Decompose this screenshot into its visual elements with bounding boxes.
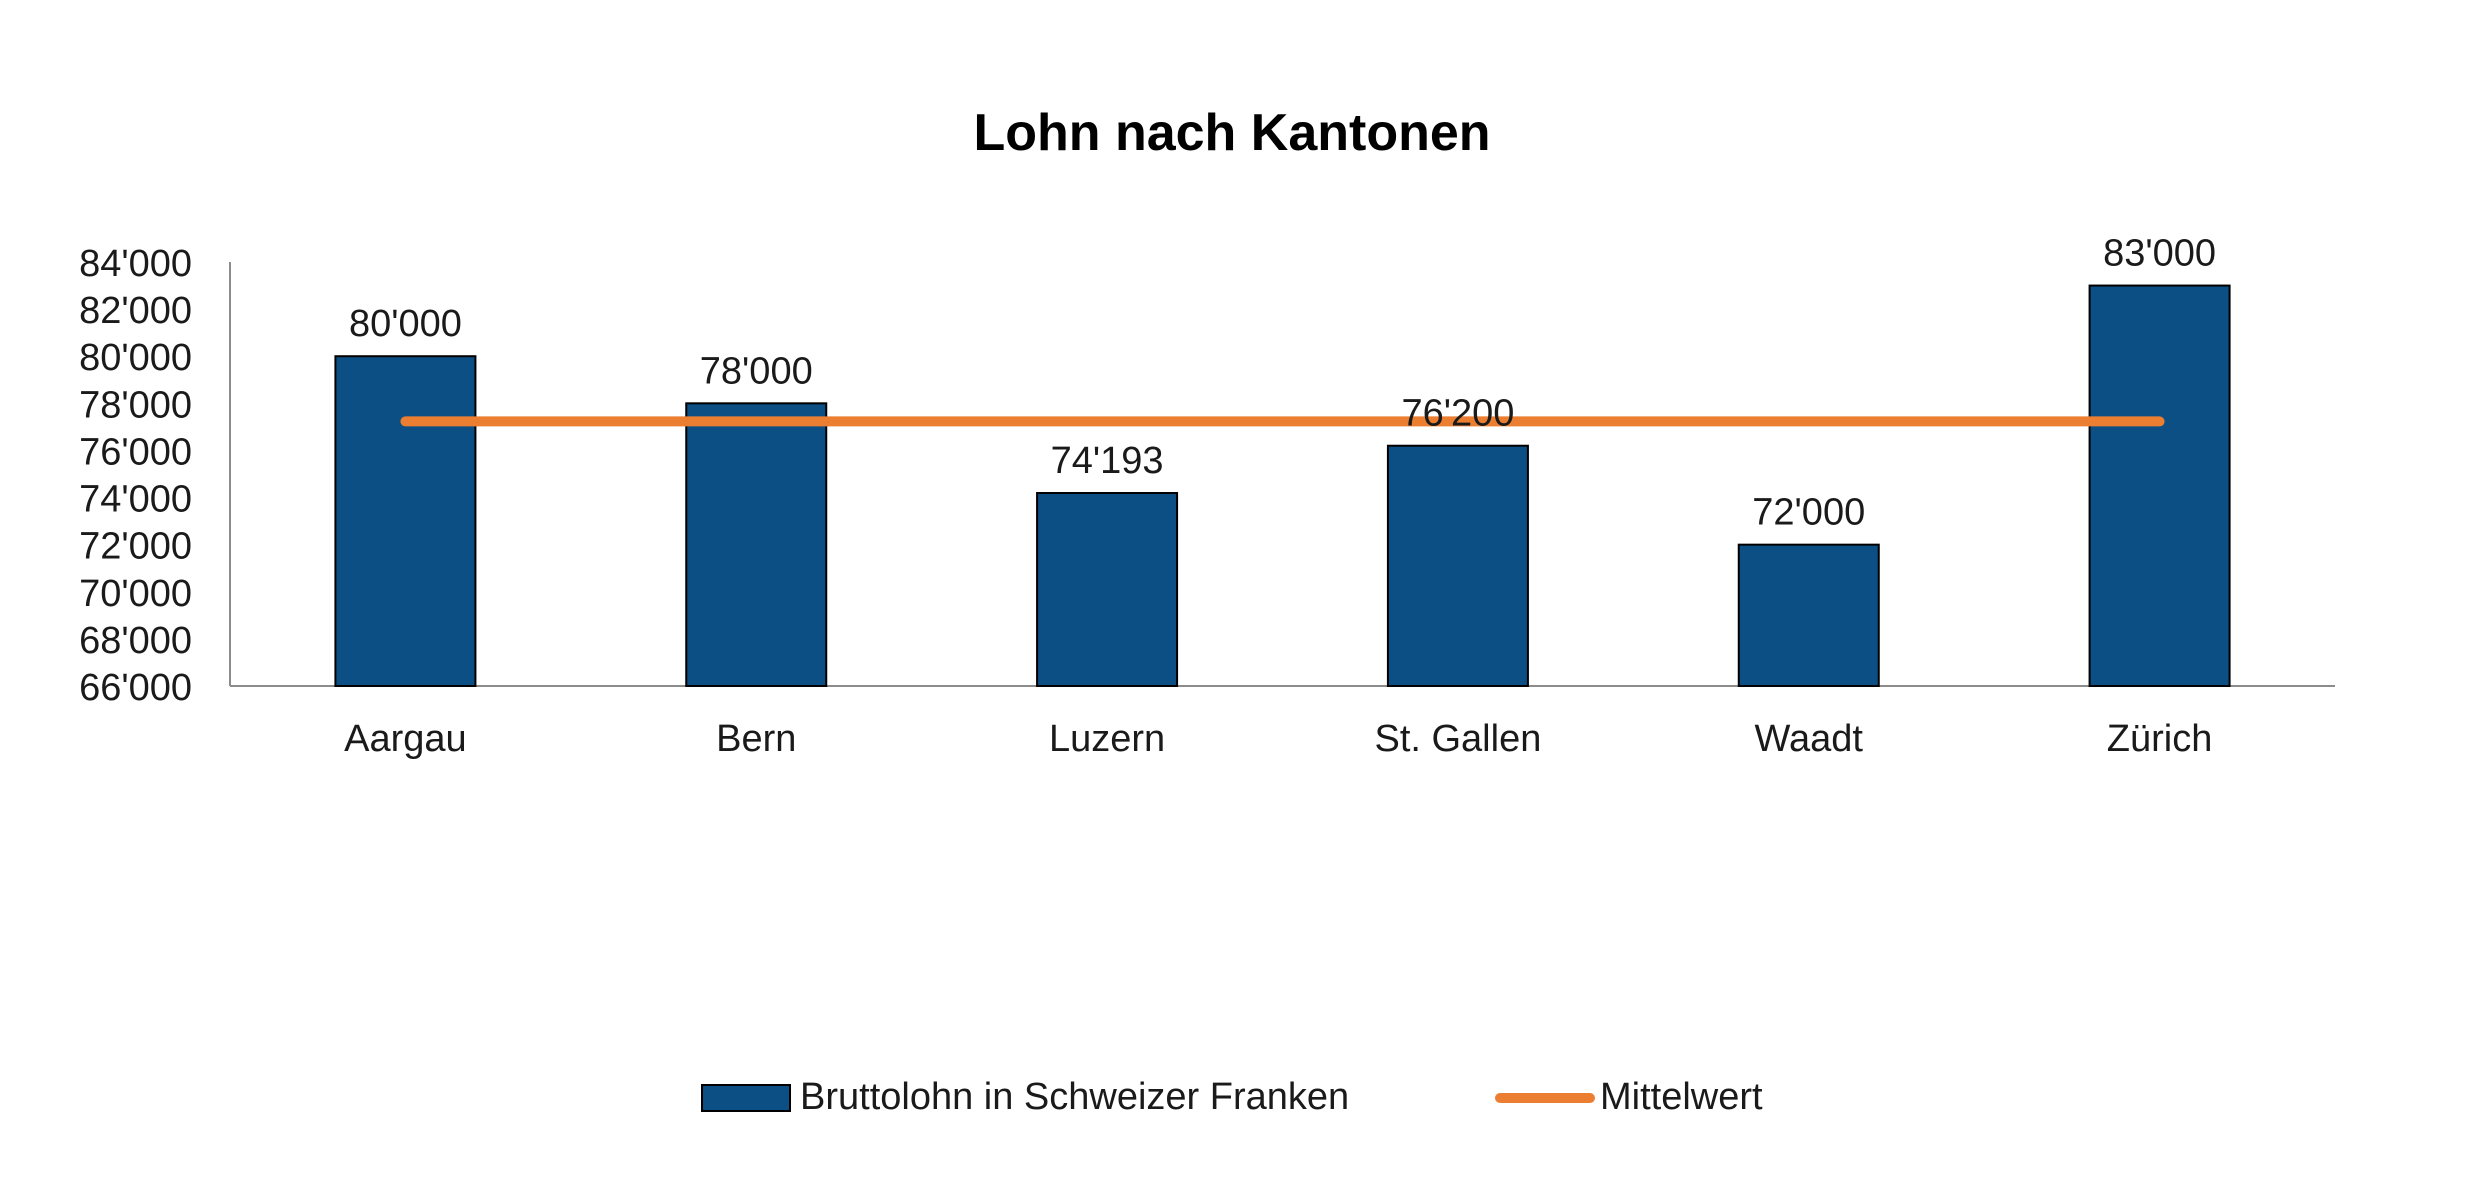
x-tick-label: St. Gallen — [1374, 718, 1541, 760]
x-tick-label: Waadt — [1755, 718, 1864, 760]
bar — [685, 402, 828, 687]
y-axis: 66'000 68'000 70'000 72'000 74'000 76'000 78'0… — [79, 243, 231, 709]
y-tick-label: 84'000 — [79, 243, 192, 285]
bar-data-label: 80'000 — [349, 303, 462, 345]
bar — [1737, 543, 1880, 688]
legend-label-line: Mittelwert — [1600, 1076, 1763, 1118]
y-tick-label: 74'000 — [79, 479, 192, 521]
y-tick-label: 80'000 — [79, 337, 192, 379]
data-labels: 80'000 78'000 74'193 76'200 72'000 83'000 — [349, 233, 2216, 534]
y-tick-label: 82'000 — [79, 290, 192, 332]
chart-title: Lohn nach Kantonen — [973, 104, 1490, 162]
y-tick-label: 70'000 — [79, 573, 192, 615]
x-tick-label: Bern — [716, 718, 796, 760]
legend-label-bar: Bruttolohn in Schweizer Franken — [800, 1076, 1349, 1118]
y-tick-label: 72'000 — [79, 526, 192, 568]
bar — [1386, 444, 1529, 687]
bar — [2088, 284, 2231, 687]
bar-data-label: 83'000 — [2103, 233, 2216, 275]
y-tick-label: 68'000 — [79, 620, 192, 662]
bar — [1036, 492, 1179, 687]
bar-data-label: 78'000 — [700, 350, 813, 392]
x-axis: Aargau Bern Luzern St. Gallen Waadt Zürich — [230, 685, 2335, 760]
legend: Bruttolohn in Schweizer Franken Mittelwe… — [701, 1076, 1763, 1118]
x-tick-label: Zürich — [2107, 718, 2213, 760]
bar-data-label: 74'193 — [1051, 440, 1164, 482]
bar-data-label: 72'000 — [1752, 492, 1865, 534]
bar — [334, 355, 477, 687]
bar-series — [334, 284, 2231, 688]
y-tick-label: 76'000 — [79, 431, 192, 473]
x-tick-label: Aargau — [344, 718, 467, 760]
x-tick-label: Luzern — [1049, 718, 1165, 760]
y-tick-label: 78'000 — [79, 384, 192, 426]
y-tick-label: 66'000 — [79, 667, 192, 709]
bar-data-label: 76'200 — [1401, 393, 1514, 435]
legend-swatch-bar — [701, 1084, 791, 1112]
